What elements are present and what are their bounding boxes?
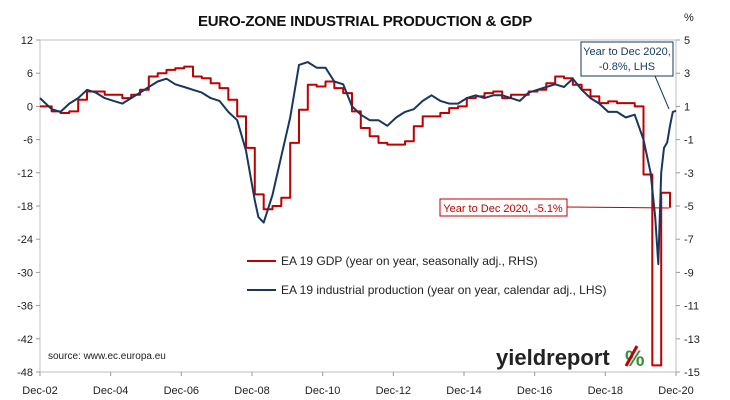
right-tick-label: -3	[684, 168, 694, 180]
legend-label-ip: EA 19 industrial production (year on yea…	[281, 283, 607, 297]
x-axis: Dec-02 Dec-04 Dec-06 Dec-08 Dec-10 Dec-12 Dec-…	[22, 372, 694, 397]
annotation-ip-box	[580, 41, 674, 77]
x-tick-label: Dec-08	[234, 385, 269, 397]
brand-percent: %	[625, 346, 645, 371]
right-tick-label: 3	[684, 68, 690, 80]
plot-area	[39, 39, 677, 373]
right-tick-label: -9	[684, 267, 694, 279]
series-line-gdp	[40, 65, 671, 367]
x-tick-label: Dec-02	[22, 385, 57, 397]
right-tick-label: -5	[684, 201, 694, 213]
x-tick-label: Dec-10	[305, 385, 340, 397]
annotation-ip-line1: Year to Dec 2020,	[583, 46, 671, 58]
x-tick-label: Dec-14	[446, 385, 481, 397]
legend-label-gdp: EA 19 GDP (year on year, seasonally adj.…	[281, 254, 538, 268]
annotation-gdp-leader	[566, 206, 670, 209]
right-tick-label: -13	[684, 334, 700, 346]
x-tick-label: Dec-16	[517, 385, 552, 397]
right-tick-label: -11	[684, 301, 699, 313]
left-tick-label: -36	[17, 301, 33, 313]
x-tick-label: Dec-20	[658, 385, 693, 397]
source-note: source: www.ec.europa.eu	[48, 351, 166, 362]
right-tick-label: 5	[684, 35, 690, 47]
annotation-ip-line2: -0.8%, LHS	[599, 61, 655, 73]
brand-logo: yieldreport %	[496, 345, 645, 371]
x-tick-label: Dec-12	[376, 385, 411, 397]
left-tick-label: -42	[17, 334, 33, 346]
right-axis-unit: %	[684, 12, 694, 24]
right-tick-label: -7	[684, 234, 694, 246]
right-tick-label: -15	[684, 367, 700, 379]
left-tick-label: -48	[17, 367, 33, 379]
annotation-gdp-text: Year to Dec 2020, -5.1%	[443, 203, 563, 215]
annotation-ip-leader	[654, 75, 670, 110]
left-tick-label: -12	[17, 168, 33, 180]
left-tick-label: -30	[17, 267, 33, 279]
annotations: Year to Dec 2020, -0.8%, LHS Year to Dec…	[439, 41, 674, 217]
left-tick-label: -24	[17, 234, 33, 246]
series-layer	[39, 61, 677, 367]
right-tick-label: -1	[684, 135, 694, 147]
left-tick-label: 6	[27, 68, 33, 80]
legend: EA 19 GDP (year on year, seasonally adj.…	[247, 254, 607, 297]
left-tick-label: 0	[27, 101, 33, 113]
left-tick-label: -18	[17, 201, 33, 213]
left-tick-label: 12	[21, 35, 33, 47]
right-axis: 5 3 1 -1 -3 -5 -7 -9 -11 -13 -15	[676, 35, 700, 379]
right-tick-label: 1	[684, 101, 690, 113]
chart-title: EURO-ZONE INDUSTRIAL PRODUCTION & GDP	[198, 13, 532, 30]
x-tick-label: Dec-04	[93, 385, 128, 397]
brand-slash	[624, 345, 639, 367]
brand-text: yieldreport	[496, 345, 610, 370]
left-tick-label: -6	[23, 135, 33, 147]
left-axis: 12 6 0 -6 -12 -18 -24 -30 -36 -42 -48	[17, 35, 40, 379]
x-tick-label: Dec-06	[164, 385, 199, 397]
x-tick-label: Dec-18	[588, 385, 623, 397]
series-line-industrial-production	[39, 61, 677, 266]
